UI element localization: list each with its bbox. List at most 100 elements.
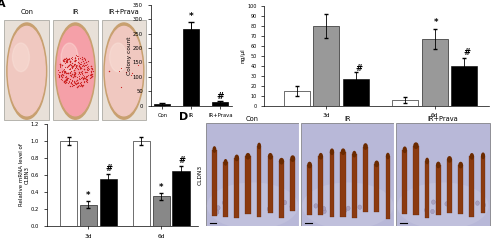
Ellipse shape	[447, 156, 452, 163]
Polygon shape	[290, 159, 295, 211]
Polygon shape	[425, 161, 429, 218]
Ellipse shape	[470, 153, 474, 160]
Ellipse shape	[105, 26, 142, 116]
Polygon shape	[340, 152, 346, 217]
Ellipse shape	[358, 205, 362, 209]
Ellipse shape	[267, 207, 271, 211]
Polygon shape	[402, 150, 407, 214]
Bar	[396, 123, 490, 226]
Ellipse shape	[346, 206, 350, 210]
Polygon shape	[268, 156, 273, 213]
Text: #: #	[355, 64, 362, 73]
Polygon shape	[458, 165, 463, 214]
Polygon shape	[212, 149, 216, 216]
Bar	[153, 196, 170, 226]
Polygon shape	[363, 147, 368, 212]
Ellipse shape	[215, 210, 219, 214]
Y-axis label: Colony count: Colony count	[126, 36, 131, 75]
Text: #: #	[106, 164, 113, 173]
Text: #: #	[464, 48, 471, 57]
Ellipse shape	[431, 200, 435, 204]
Polygon shape	[279, 161, 285, 218]
Polygon shape	[436, 165, 441, 215]
Text: B: B	[219, 0, 228, 1]
Ellipse shape	[212, 146, 216, 153]
Text: CLDN3: CLDN3	[198, 165, 203, 185]
Bar	[422, 39, 448, 106]
Bar	[172, 171, 190, 226]
Ellipse shape	[319, 153, 323, 160]
Ellipse shape	[352, 151, 356, 157]
Ellipse shape	[481, 152, 485, 159]
Ellipse shape	[235, 155, 239, 161]
Text: #: #	[178, 156, 186, 165]
Polygon shape	[374, 164, 379, 212]
Bar	[301, 123, 394, 226]
Ellipse shape	[7, 23, 46, 119]
Text: *: *	[189, 12, 194, 21]
Text: A: A	[0, 0, 5, 9]
Ellipse shape	[363, 143, 368, 150]
Text: IR+Prava: IR+Prava	[428, 116, 458, 122]
Ellipse shape	[425, 158, 429, 164]
Ellipse shape	[330, 148, 334, 155]
Text: *: *	[86, 191, 91, 200]
Ellipse shape	[216, 206, 220, 210]
Ellipse shape	[436, 162, 441, 168]
Bar	[100, 179, 117, 226]
Ellipse shape	[341, 148, 345, 155]
Y-axis label: Relative mRNA level of
CLBN3: Relative mRNA level of CLBN3	[19, 144, 30, 206]
Bar	[452, 66, 477, 106]
Text: IR+Prava: IR+Prava	[109, 9, 139, 15]
Bar	[343, 79, 369, 106]
Ellipse shape	[343, 208, 347, 213]
Polygon shape	[234, 158, 239, 218]
Ellipse shape	[8, 26, 45, 116]
Ellipse shape	[57, 26, 94, 116]
Bar	[313, 26, 339, 106]
Ellipse shape	[207, 182, 298, 229]
Ellipse shape	[374, 160, 379, 167]
Ellipse shape	[222, 200, 226, 205]
Bar	[102, 19, 146, 120]
Text: IR: IR	[344, 116, 351, 122]
Ellipse shape	[224, 159, 228, 166]
Polygon shape	[245, 156, 251, 215]
Polygon shape	[386, 156, 390, 219]
Ellipse shape	[12, 43, 30, 72]
Ellipse shape	[290, 204, 294, 209]
Polygon shape	[352, 154, 357, 218]
Polygon shape	[223, 162, 228, 217]
Text: *: *	[434, 18, 439, 27]
Ellipse shape	[246, 153, 250, 160]
Text: *: *	[159, 183, 164, 192]
Ellipse shape	[110, 43, 126, 72]
Ellipse shape	[424, 208, 428, 212]
Ellipse shape	[302, 182, 393, 229]
Ellipse shape	[445, 202, 449, 206]
Ellipse shape	[55, 23, 95, 119]
Ellipse shape	[283, 200, 287, 205]
Ellipse shape	[431, 209, 434, 214]
Ellipse shape	[104, 23, 144, 119]
Bar	[206, 123, 299, 226]
Polygon shape	[257, 146, 261, 217]
Ellipse shape	[397, 182, 489, 229]
Ellipse shape	[403, 147, 407, 153]
Bar	[4, 19, 49, 120]
Y-axis label: ng/μl: ng/μl	[241, 49, 246, 63]
Text: #: #	[217, 92, 224, 101]
Ellipse shape	[279, 158, 284, 165]
Polygon shape	[318, 156, 323, 215]
Ellipse shape	[257, 143, 261, 149]
Text: Con: Con	[20, 9, 33, 15]
Bar	[212, 102, 228, 106]
Ellipse shape	[322, 207, 326, 211]
Bar	[154, 104, 170, 106]
Bar	[60, 141, 78, 226]
Ellipse shape	[386, 153, 390, 159]
Ellipse shape	[482, 203, 486, 207]
Bar	[133, 141, 150, 226]
Polygon shape	[447, 159, 453, 214]
Bar	[53, 19, 98, 120]
